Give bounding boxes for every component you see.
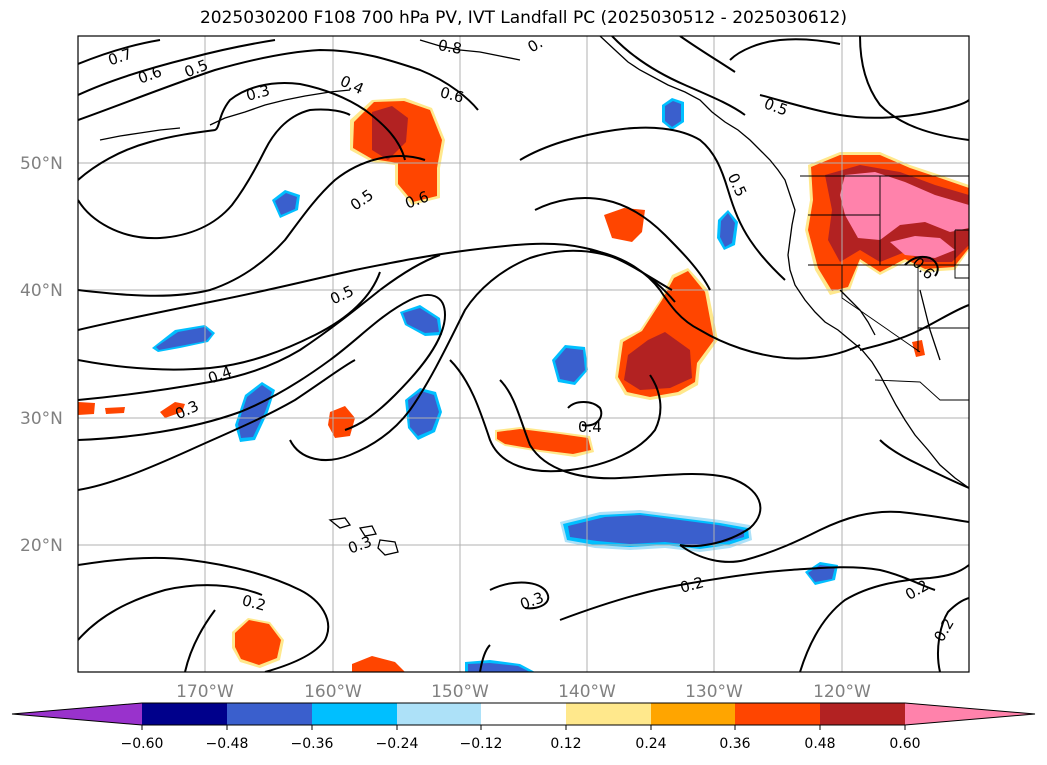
colorbar-tick-label: 0.36 bbox=[719, 736, 750, 752]
positive-anomaly-region bbox=[235, 620, 281, 665]
contour-label: 0.3 bbox=[244, 81, 272, 105]
lon-label-160w: 160°W bbox=[304, 682, 362, 702]
positive-anomaly-region bbox=[890, 236, 955, 258]
map-frame bbox=[77, 35, 970, 673]
colorbar-segment bbox=[566, 703, 651, 725]
positive-anomaly-region bbox=[105, 407, 125, 414]
lat-label-50n: 50°N bbox=[20, 154, 63, 174]
colorbar-segment bbox=[820, 703, 905, 725]
negative-anomaly-region bbox=[665, 101, 681, 127]
colorbar-segment bbox=[481, 703, 566, 725]
colorbar-ticks bbox=[141, 725, 906, 730]
positive-anomaly-region bbox=[840, 172, 969, 240]
positive-anomaly-region bbox=[352, 656, 405, 672]
negative-anomaly-region bbox=[555, 348, 585, 382]
negative-anomaly-region bbox=[720, 213, 735, 247]
colorbar-tick-label: −0.48 bbox=[206, 736, 249, 752]
lon-label-170w: 170°W bbox=[176, 682, 234, 702]
colorbar-extend-low bbox=[12, 703, 142, 725]
graticule bbox=[78, 36, 969, 672]
colorbar-tick-label: −0.60 bbox=[121, 736, 164, 752]
lat-label-20n: 20°N bbox=[20, 536, 63, 556]
contour-label: 0.2 bbox=[240, 591, 268, 615]
lon-label-140w: 140°W bbox=[558, 682, 616, 702]
positive-anomaly-region bbox=[624, 332, 692, 390]
positive-anomaly-region bbox=[912, 340, 925, 357]
lat-label-40n: 40°N bbox=[20, 281, 63, 301]
negative-anomaly-region bbox=[468, 663, 530, 672]
colorbar-extend-high bbox=[905, 703, 1035, 725]
colorbar-tick-label: 0.60 bbox=[889, 736, 920, 752]
positive-anomaly-region bbox=[328, 406, 355, 438]
colorbar-segment bbox=[735, 703, 820, 725]
colorbar-segment bbox=[651, 703, 735, 725]
colorbar-tick-label: −0.24 bbox=[376, 736, 419, 752]
colorbar-tick-label: 0.24 bbox=[635, 736, 666, 752]
contour-label: 0.2 bbox=[678, 573, 706, 597]
negative-anomaly-region bbox=[568, 515, 744, 546]
colorbar-segment bbox=[142, 703, 227, 725]
coastlines bbox=[99, 36, 969, 556]
colorbar: −0.60 −0.48 −0.36 −0.24 −0.12 0.12 0.24 … bbox=[11, 702, 1036, 752]
map-title: 2025030200 F108 700 hPa PV, IVT Landfall… bbox=[199, 8, 847, 28]
contour-label: 0.4 bbox=[578, 418, 602, 436]
contour-label: 0.6 bbox=[438, 83, 466, 107]
positive-anomaly-region bbox=[604, 208, 645, 242]
negative-anomaly-region bbox=[403, 308, 439, 333]
colorbar-tick-label: −0.12 bbox=[460, 736, 503, 752]
colorbar-segment bbox=[312, 703, 397, 725]
longitude-labels: 170°W 160°W 150°W 140°W 130°W 120°W bbox=[176, 682, 871, 702]
colorbar-segment bbox=[227, 703, 312, 725]
contour-label: 0. bbox=[524, 34, 545, 57]
negative-anomaly-region bbox=[156, 327, 212, 350]
lat-label-30n: 30°N bbox=[20, 409, 63, 429]
colorbar-tick-label: 0.48 bbox=[804, 736, 835, 752]
colorbar-tick-label: 0.12 bbox=[550, 736, 581, 752]
positive-anomaly-region bbox=[78, 402, 95, 415]
lon-label-130w: 130°W bbox=[685, 682, 743, 702]
positive-anomaly-region bbox=[160, 402, 185, 418]
contour-label: 0.8 bbox=[437, 36, 464, 58]
lon-label-120w: 120°W bbox=[813, 682, 871, 702]
negative-anomaly-region bbox=[275, 193, 297, 215]
lon-label-150w: 150°W bbox=[431, 682, 489, 702]
anomaly-fills bbox=[78, 98, 969, 672]
pv-contours bbox=[78, 36, 969, 672]
colorbar-tick-label: −0.36 bbox=[291, 736, 334, 752]
positive-anomaly-region bbox=[497, 429, 591, 454]
latitude-labels: 50°N 40°N 30°N 20°N bbox=[20, 154, 63, 556]
colorbar-segment bbox=[397, 703, 481, 725]
